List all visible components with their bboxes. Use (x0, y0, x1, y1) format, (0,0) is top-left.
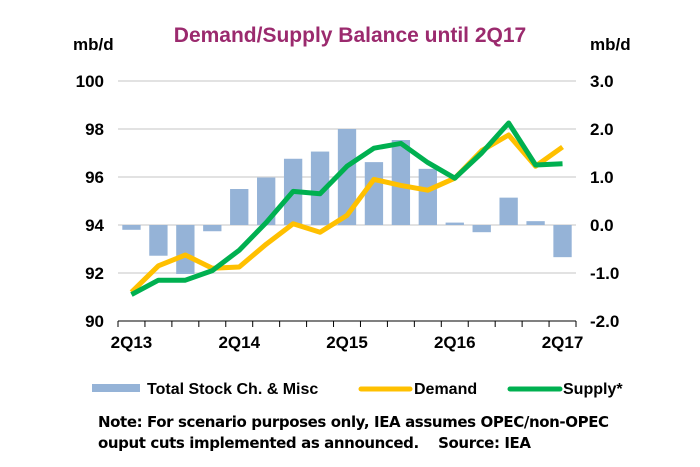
legend-label-supply: Supply* (563, 381, 623, 398)
right-tick-label: 1.0 (590, 168, 614, 187)
stock-change-bar (418, 168, 437, 225)
x-tick-label: 2Q14 (218, 333, 260, 352)
supply-line (130, 120, 563, 297)
left-tick-label: 98 (85, 120, 104, 139)
x-tick-label: 2Q13 (111, 333, 153, 352)
stock-change-bar (203, 225, 222, 232)
left-axis-unit: mb/d (73, 35, 114, 54)
stock-change-bar (472, 225, 491, 233)
left-tick-label: 92 (85, 264, 104, 283)
stock-change-bar (499, 197, 518, 225)
note-line-2-text: ouput cuts implemented as announced. (98, 434, 419, 452)
left-tick-label: 96 (85, 168, 104, 187)
source-label: Source: IEA (438, 434, 531, 452)
right-tick-label: -2.0 (590, 312, 619, 331)
legend-label-stock: Total Stock Ch. & Misc (147, 381, 318, 398)
legend-swatch-stock (92, 384, 140, 392)
legend-label-demand: Demand (414, 381, 477, 398)
note-line-2: ouput cuts implemented as announced. Sou… (98, 433, 609, 454)
stock-change-bar (176, 225, 195, 274)
right-axis-unit: mb/d (590, 35, 631, 54)
stock-change-bar (364, 162, 384, 225)
chart-title: Demand/Supply Balance until 2Q17 (174, 24, 526, 47)
stock-change-bar (257, 177, 276, 225)
right-tick-label: 0.0 (590, 216, 614, 235)
x-tick-label: 2Q17 (542, 333, 584, 352)
legend: Total Stock Ch. & Misc Demand Supply* (92, 381, 623, 398)
stock-change-bar (149, 225, 168, 256)
stock-change-bar (445, 222, 464, 225)
stock-change-bar (337, 129, 357, 225)
left-tick-label: 94 (85, 216, 104, 235)
stock-change-bar (526, 221, 545, 225)
right-tick-label: 3.0 (590, 72, 614, 91)
stock-change-bar (122, 225, 141, 230)
note-line-1: Note: For scenario purposes only, IEA as… (98, 413, 609, 431)
stock-change-bar (230, 189, 249, 225)
right-tick-label: 2.0 (590, 120, 614, 139)
footnote: Note: For scenario purposes only, IEA as… (98, 412, 609, 454)
x-tick-label: 2Q15 (326, 333, 368, 352)
left-tick-label: 90 (85, 312, 104, 331)
stock-change-bar (391, 140, 411, 225)
x-tick-label: 2Q16 (434, 333, 476, 352)
left-tick-label: 100 (76, 72, 104, 91)
stock-change-bar (553, 225, 572, 258)
right-tick-label: -1.0 (590, 264, 619, 283)
stock-change-bar (310, 151, 330, 225)
